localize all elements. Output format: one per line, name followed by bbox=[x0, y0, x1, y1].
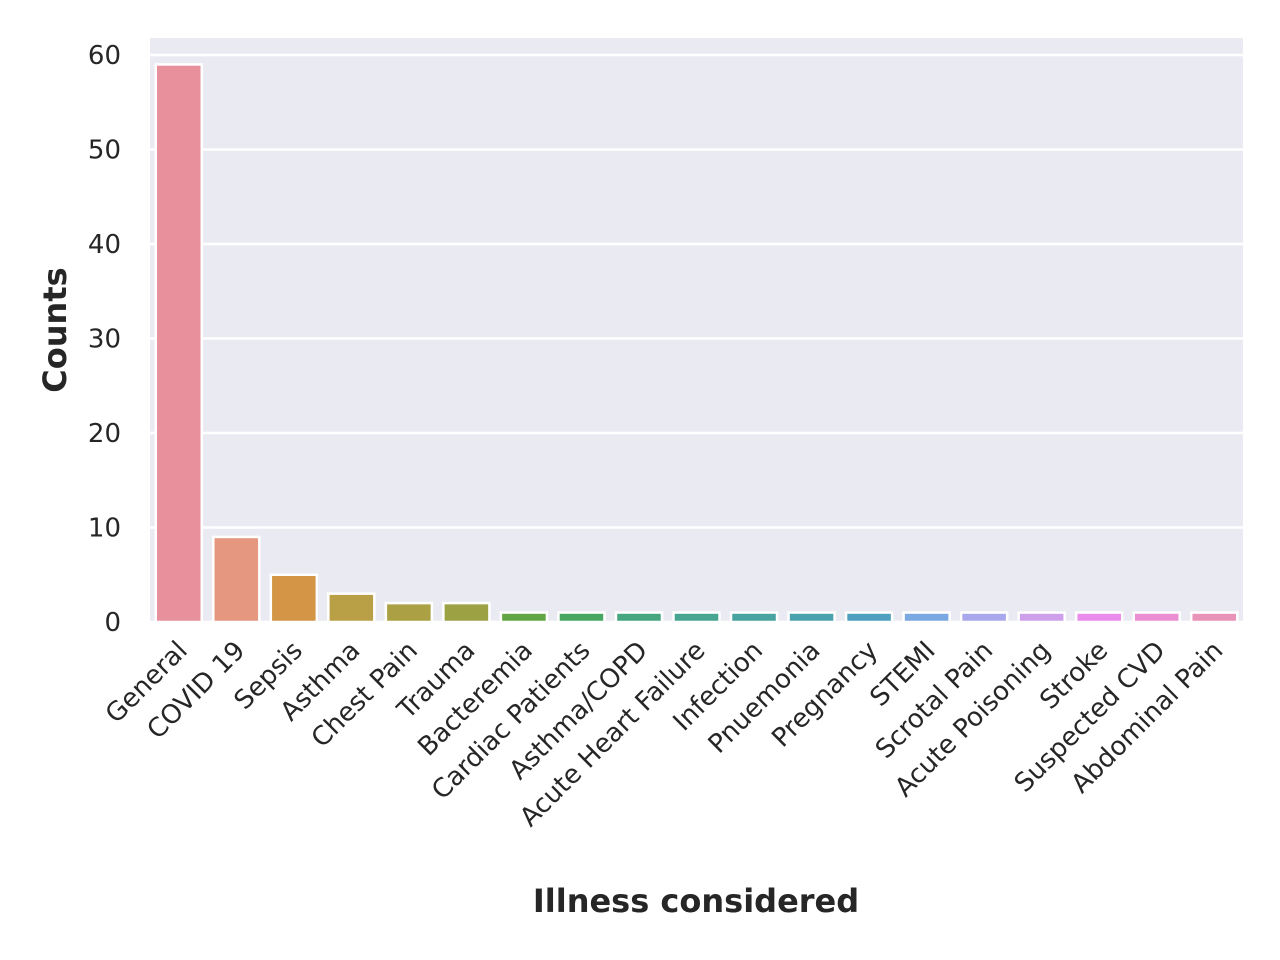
bar-trauma bbox=[442, 601, 491, 624]
bar-stemi bbox=[902, 611, 951, 624]
bar-asthma-copd bbox=[614, 611, 664, 624]
bar-suspected-cvd bbox=[1132, 611, 1181, 624]
y-axis-title: Counts bbox=[36, 267, 74, 392]
bar-bacteremia bbox=[499, 611, 549, 624]
y-tick-labels: 0 10 20 30 40 50 60 bbox=[88, 41, 121, 638]
bar-cardiac-patients bbox=[557, 611, 606, 624]
y-tick-label: 50 bbox=[88, 136, 121, 166]
bar-infection bbox=[729, 611, 779, 624]
y-tick-label: 0 bbox=[104, 608, 121, 638]
y-tick-label: 10 bbox=[88, 514, 121, 544]
bar-asthma bbox=[327, 592, 376, 624]
bar-general bbox=[154, 63, 204, 624]
bar-chest-pain bbox=[384, 601, 434, 624]
bar-pregnancy bbox=[844, 611, 894, 624]
bar-abdominal-pain bbox=[1189, 611, 1239, 624]
bars bbox=[154, 63, 1239, 624]
plot-background bbox=[150, 38, 1243, 622]
bar-pnuemonia bbox=[787, 611, 836, 624]
y-tick-label: 20 bbox=[88, 419, 121, 449]
y-tick-label: 40 bbox=[88, 230, 121, 260]
bar-scrotal-pain bbox=[959, 611, 1009, 624]
y-tick-label: 60 bbox=[88, 41, 121, 71]
x-axis-title: Illness considered bbox=[533, 882, 859, 920]
bar-covid-19 bbox=[212, 535, 261, 624]
y-tick-label: 30 bbox=[88, 325, 121, 355]
bar-stroke bbox=[1074, 611, 1124, 624]
bar-acute-poisoning bbox=[1017, 611, 1066, 624]
bar-acute-heart-failure bbox=[672, 611, 721, 624]
grid-lines bbox=[150, 53, 1243, 624]
bar-sepsis bbox=[269, 573, 319, 624]
